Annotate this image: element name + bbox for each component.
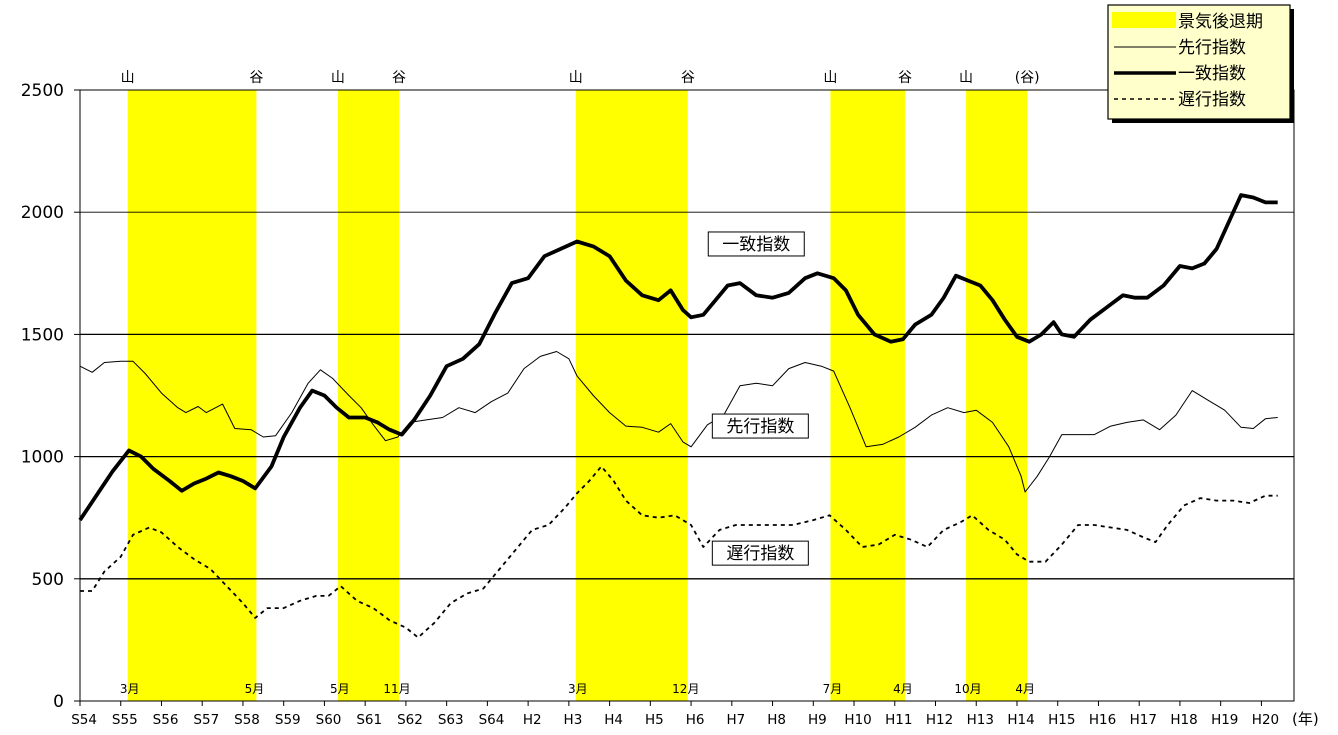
recession-band bbox=[966, 90, 1028, 701]
y-axis: 0 500 1000 1500 2000 2500 bbox=[21, 81, 80, 712]
x-tick-label: H14 bbox=[1007, 712, 1034, 728]
peak-label: 山 bbox=[569, 70, 583, 86]
legend-label: 景気後退期 bbox=[1178, 12, 1263, 32]
x-tick-label: H12 bbox=[926, 712, 953, 728]
start-month-label: 7月 bbox=[823, 682, 843, 696]
series-line bbox=[80, 465, 1278, 639]
legend-label: 先行指数 bbox=[1178, 38, 1246, 58]
end-month-label: 5月 bbox=[245, 682, 265, 696]
y-tick-label: 1500 bbox=[21, 325, 64, 345]
x-axis: S54 S55 S56 S57 S58 S59 S60 S61 S62 S63 S64 H2 H3 H4 H… bbox=[71, 701, 1279, 728]
x-tick-label: H9 bbox=[808, 712, 827, 728]
inline-label-box bbox=[711, 413, 809, 439]
peak-label: 山 bbox=[121, 70, 135, 86]
x-tick-label: S57 bbox=[193, 712, 219, 728]
x-tick-label: H15 bbox=[1048, 712, 1075, 728]
recession-bands bbox=[127, 90, 1028, 701]
trough-label: 谷 bbox=[898, 70, 912, 86]
series-line bbox=[79, 351, 1278, 493]
x-tick-label: S60 bbox=[316, 712, 342, 728]
x-tick-label: H10 bbox=[844, 712, 871, 728]
end-month-label: 12月 bbox=[672, 682, 699, 696]
series-lines bbox=[78, 193, 1278, 639]
y-tick-label: 500 bbox=[32, 570, 64, 590]
x-tick-label: S58 bbox=[234, 712, 260, 728]
x-tick-label: H20 bbox=[1252, 712, 1279, 728]
recession-band bbox=[575, 90, 688, 701]
inline-label-box bbox=[711, 540, 809, 566]
x-axis-unit: (年) bbox=[1292, 710, 1319, 728]
start-month-label: 3月 bbox=[568, 682, 588, 696]
cycle-markers: 山 谷 3月 5月 山 谷 5月 11月 山 谷 3月 12月 山 谷 7月 4月 山 (谷) 10月 4月 bbox=[120, 70, 1040, 696]
x-tick-label: H3 bbox=[564, 712, 583, 728]
x-tick-label: H6 bbox=[686, 712, 705, 728]
trough-label: (谷) bbox=[1015, 70, 1040, 86]
peak-label: 山 bbox=[823, 70, 837, 86]
trough-label: 谷 bbox=[249, 70, 263, 86]
trough-label: 谷 bbox=[392, 70, 406, 86]
inline-label: 一致指数 bbox=[722, 235, 790, 255]
legend-label: 一致指数 bbox=[1178, 64, 1246, 84]
x-tick-label: S56 bbox=[153, 712, 179, 728]
x-tick-label: H16 bbox=[1089, 712, 1116, 728]
peak-label: 山 bbox=[331, 70, 345, 86]
x-tick-label: H18 bbox=[1170, 712, 1197, 728]
x-tick-label: S54 bbox=[71, 712, 97, 728]
start-month-label: 5月 bbox=[330, 682, 350, 696]
recession-band bbox=[127, 90, 257, 701]
x-tick-label: S63 bbox=[438, 712, 464, 728]
series-line bbox=[78, 193, 1278, 522]
x-tick-label: H13 bbox=[967, 712, 994, 728]
end-month-label: 4月 bbox=[893, 682, 913, 696]
end-month-label: 4月 bbox=[1015, 682, 1035, 696]
recession-band bbox=[830, 90, 905, 701]
inline-label: 遅行指数 bbox=[726, 544, 794, 564]
start-month-label: 3月 bbox=[120, 682, 140, 696]
start-month-label: 10月 bbox=[954, 682, 981, 696]
y-tick-label: 2000 bbox=[21, 203, 64, 223]
y-tick-label: 2500 bbox=[21, 81, 64, 101]
grid-lines bbox=[80, 211, 1294, 580]
x-tick-label: S61 bbox=[356, 712, 382, 728]
x-tick-label: H4 bbox=[604, 712, 623, 728]
x-tick-label: H17 bbox=[1130, 712, 1157, 728]
y-tick-label: 1000 bbox=[21, 448, 64, 468]
x-tick-label: S55 bbox=[112, 712, 138, 728]
x-tick-label: S59 bbox=[275, 712, 301, 728]
x-tick-label: H2 bbox=[523, 712, 542, 728]
legend-swatch-band bbox=[1112, 12, 1176, 28]
trough-label: 谷 bbox=[681, 70, 695, 86]
plot-area-border bbox=[79, 89, 1295, 702]
end-month-label: 11月 bbox=[383, 682, 410, 696]
x-tick-label: H11 bbox=[885, 712, 912, 728]
x-tick-label: H7 bbox=[727, 712, 746, 728]
recession-band bbox=[337, 90, 399, 701]
peak-label: 山 bbox=[959, 70, 973, 86]
inline-label: 先行指数 bbox=[726, 417, 794, 437]
y-tick-label: 0 bbox=[53, 692, 64, 712]
x-tick-label: S64 bbox=[479, 712, 505, 728]
x-tick-label: S62 bbox=[397, 712, 423, 728]
inline-label-box bbox=[707, 231, 805, 257]
x-tick-label: H8 bbox=[767, 712, 786, 728]
legend-label: 遅行指数 bbox=[1178, 90, 1246, 110]
x-tick-label: H5 bbox=[645, 712, 664, 728]
x-tick-label: H19 bbox=[1211, 712, 1238, 728]
